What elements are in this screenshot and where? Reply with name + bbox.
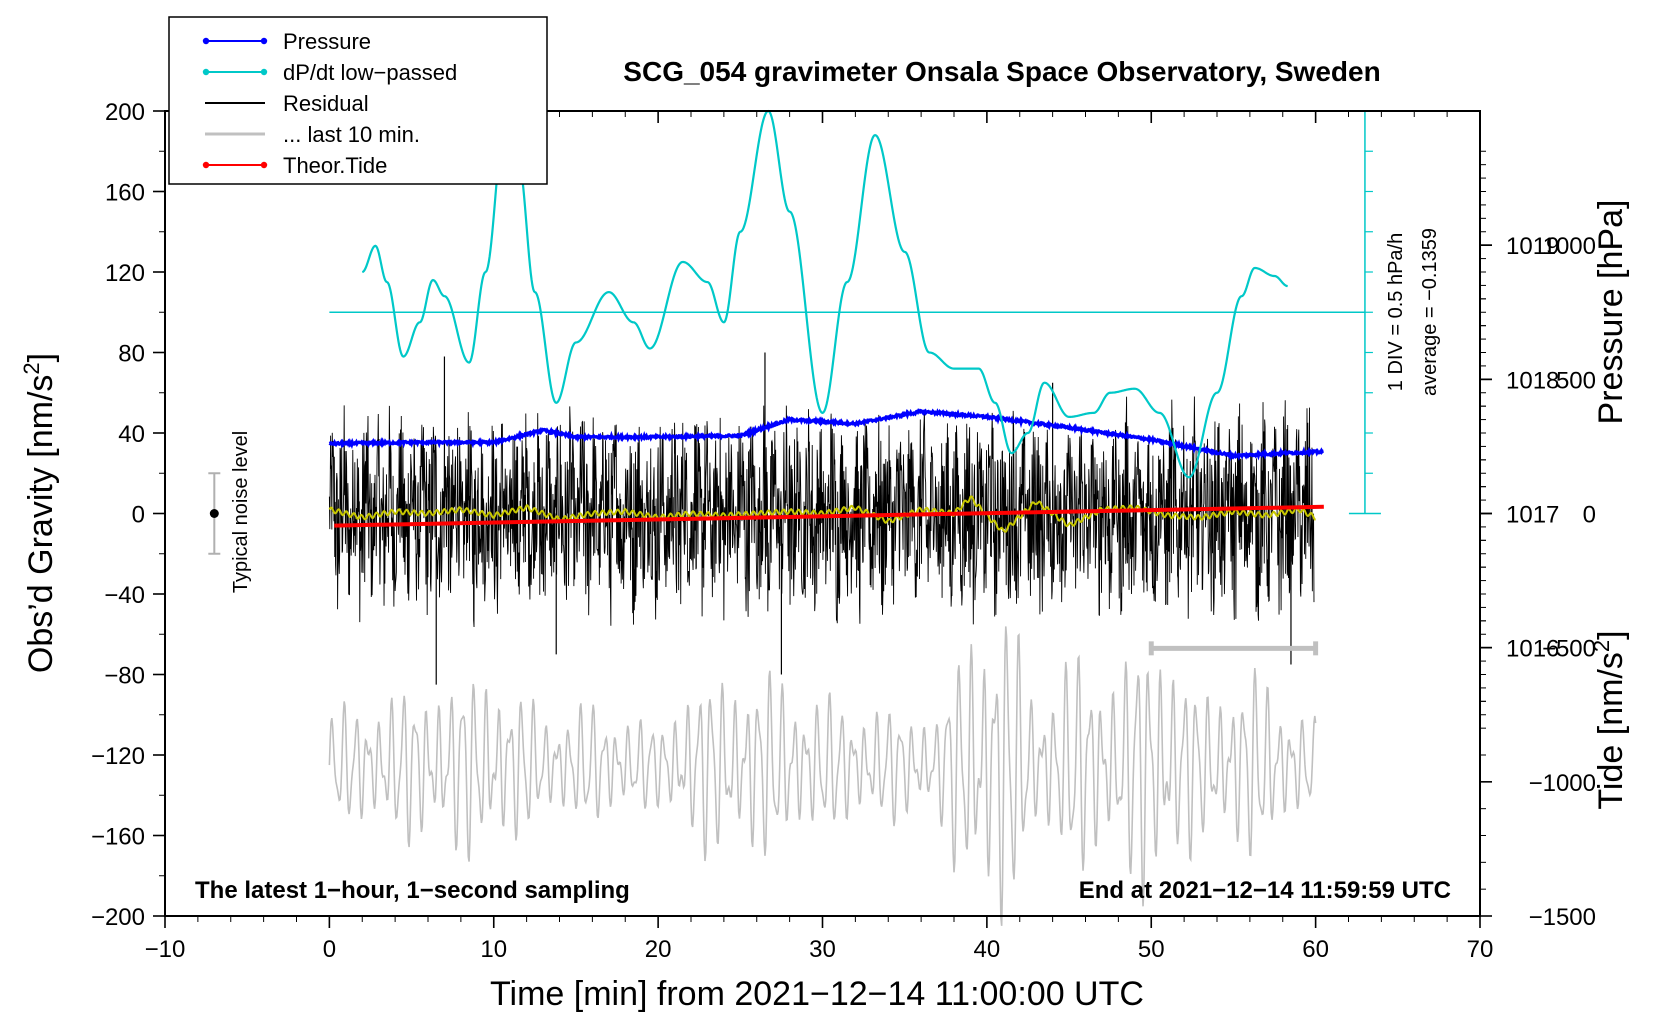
y-label-left-sup: 2 <box>19 362 44 374</box>
tide-line <box>334 504 1324 528</box>
legend-swatch-marker <box>202 68 210 76</box>
x-tick-label: 20 <box>645 936 672 963</box>
x-tick-label: 70 <box>1467 936 1494 963</box>
pressure-axis-label: Pressure [hPa] <box>1592 200 1630 425</box>
dpdt-average-label: average = −0.1359 <box>1419 228 1441 396</box>
tide-tick-label: −1000 <box>1529 770 1596 797</box>
y-tick-label: 80 <box>118 341 145 368</box>
typical-noise-bar <box>208 472 221 555</box>
chart-title: SCG_054 gravimeter Onsala Space Observat… <box>623 56 1380 87</box>
legend-items: Pressure dP/dt low−passed Residual ... last… <box>202 29 457 178</box>
legend: Pressure dP/dt low−passed Residual ... last… <box>168 16 548 185</box>
legend-label: ... last 10 min. <box>283 122 420 147</box>
tide-label-main: Tide [nm/s <box>1592 652 1630 809</box>
y-tick-label: −40 <box>104 582 145 609</box>
y-tick-label: −160 <box>91 824 145 851</box>
legend-swatch-marker <box>202 37 210 45</box>
pressure-tick-label: 1017 <box>1506 502 1559 529</box>
pressure-line <box>328 408 1324 462</box>
y-tick-label: 160 <box>105 180 145 207</box>
y-tick-label: 0 <box>132 502 145 529</box>
pressure-tick-label: 1019 <box>1506 233 1559 260</box>
legend-label: Theor.Tide <box>283 153 387 178</box>
y-label-left-end: ] <box>22 353 60 362</box>
x-tick-label: 60 <box>1302 936 1329 963</box>
tide-axis-label: Tide [nm/s2] <box>1589 630 1630 809</box>
x-tick-label: 0 <box>323 936 336 963</box>
y-tick-label: −120 <box>91 743 145 770</box>
last-10-min-line <box>328 626 1317 926</box>
tide-series <box>334 504 1324 528</box>
noise-center-dot <box>209 509 219 518</box>
tide-tick-label: −500 <box>1542 636 1596 663</box>
x-axis-ticks: −10 0 10 20 30 40 50 60 70 <box>145 111 1494 963</box>
annotation-latest-hour: The latest 1−hour, 1−second sampling <box>195 877 630 904</box>
pressure-tick-label: 1018 <box>1506 367 1559 394</box>
x-tick-label: 10 <box>480 936 507 963</box>
y-axis-ticks: −200 −160 −120 −80 −40 0 40 80 120 160 200 <box>91 99 165 931</box>
y-label-left-main: Obs’d Gravity [nm/s <box>22 375 60 674</box>
dpdt-scale-label: 1 DIV = 0.5 hPa/h <box>1385 233 1407 391</box>
legend-label: dP/dt low−passed <box>283 60 457 85</box>
x-tick-label: −10 <box>145 936 186 963</box>
y-tick-label: 120 <box>105 260 145 287</box>
legend-swatch-marker <box>260 37 268 45</box>
y-axis-label-left: Obs’d Gravity [nm/s2] <box>19 353 60 673</box>
tide-tick-label: 500 <box>1556 367 1596 394</box>
pressure-tick-label: 1016 <box>1506 636 1559 663</box>
legend-swatch-marker <box>260 161 268 169</box>
tide-label-sup: 2 <box>1589 640 1614 652</box>
tide-tick-label: 1000 <box>1543 233 1596 260</box>
tide-label-end: ] <box>1592 630 1630 639</box>
y-tick-label: 40 <box>118 421 145 448</box>
x-tick-label: 30 <box>809 936 836 963</box>
tide-tick-label: −1500 <box>1529 904 1596 931</box>
pressure-series <box>328 408 1324 462</box>
x-axis-label: Time [min] from 2021−12−14 11:00:00 UTC <box>490 975 1144 1013</box>
annotation-end-time: End at 2021−12−14 11:59:59 UTC <box>1079 877 1451 904</box>
x-tick-label: 50 <box>1138 936 1165 963</box>
noise-label: Typical noise level <box>230 431 252 593</box>
legend-box <box>168 16 548 185</box>
y-tick-label: −80 <box>104 663 145 690</box>
legend-label: Pressure <box>283 29 371 54</box>
y-tick-label: −200 <box>91 904 145 931</box>
pressure-axis-ticks: 1016 1017 1018 1019 <box>1480 150 1559 716</box>
x-tick-label: 40 <box>974 936 1001 963</box>
legend-swatch-marker <box>260 68 268 76</box>
legend-label: Residual <box>283 91 369 116</box>
tide-axis-ticks: −1500 −1000 −500 0 500 1000 <box>1480 233 1596 931</box>
legend-swatch-marker <box>202 161 210 169</box>
tide-tick-label: 0 <box>1583 502 1596 529</box>
last-10-min-marker <box>1148 641 1319 656</box>
last-10-min-series <box>328 626 1317 926</box>
y-tick-label: 200 <box>105 99 145 126</box>
